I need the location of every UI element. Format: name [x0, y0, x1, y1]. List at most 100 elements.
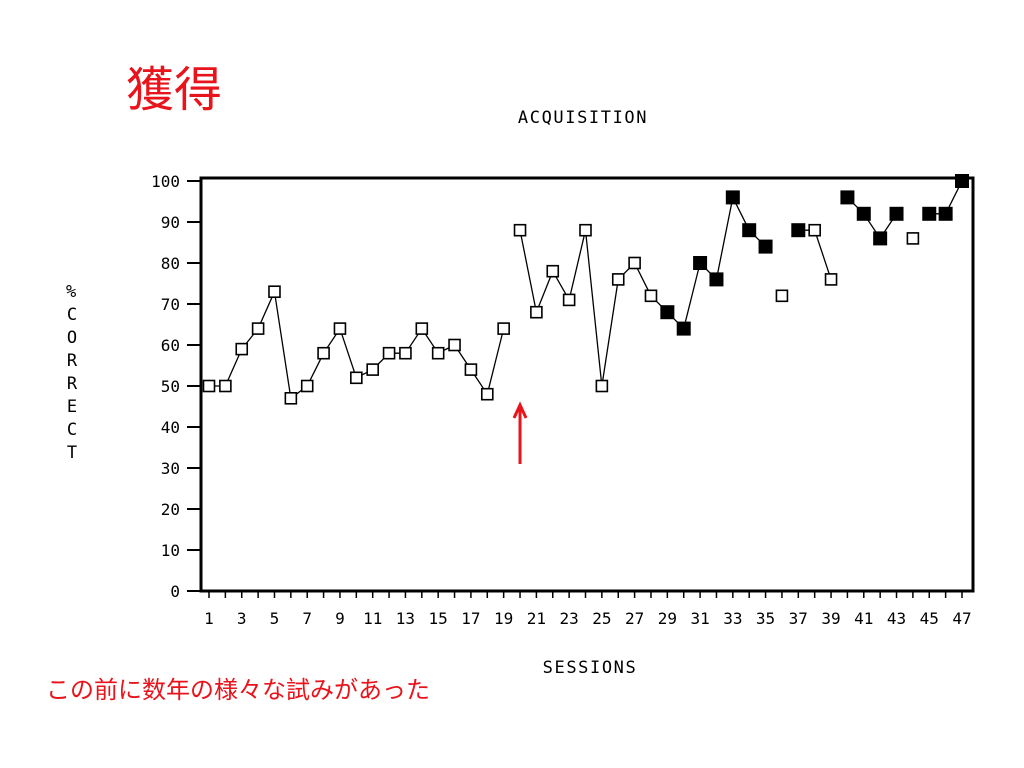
series-line-segment: [568, 230, 587, 301]
series-line-segment: [273, 291, 292, 399]
data-point-filled: [660, 305, 675, 320]
x-tick-label: 37: [789, 609, 808, 628]
y-tick-label: 0: [170, 582, 180, 601]
series-line-segment: [519, 230, 538, 313]
data-point-open: [366, 363, 379, 376]
data-point-filled: [676, 321, 691, 336]
data-point-open: [251, 322, 265, 335]
slide-note: この前に数年の様々な試みがあった: [46, 676, 430, 704]
x-tick-label: 39: [821, 609, 840, 628]
data-point-filled: [922, 206, 937, 221]
data-point-filled: [725, 190, 740, 205]
data-point-open: [464, 363, 478, 376]
data-point-open: [300, 379, 314, 393]
x-tick-label: 15: [429, 609, 448, 628]
data-point-filled: [791, 223, 806, 238]
data-point-open: [202, 379, 216, 393]
y-tick-label: 10: [161, 541, 180, 560]
arrow-annotation: [512, 401, 528, 464]
y-axis: 0 10 20 30 40 50 60 70 80 90 100: [151, 172, 201, 601]
data-point-filled: [693, 256, 708, 270]
data-point-open: [628, 256, 641, 270]
data-point-open: [775, 289, 789, 303]
x-tick-label: 11: [363, 609, 382, 628]
y-tick-label: 20: [161, 500, 180, 519]
chart-title: ACQUISITION: [517, 108, 649, 128]
data-point-open: [235, 342, 249, 356]
y-tick-label: 30: [161, 459, 180, 478]
x-tick-label: 27: [625, 609, 644, 628]
x-tick-label: 19: [494, 609, 513, 628]
arrow-head-icon: [512, 401, 528, 419]
x-tick-label: 25: [592, 609, 611, 628]
data-point-open: [546, 264, 560, 278]
data-point-open: [415, 322, 429, 335]
data-point-open: [530, 305, 543, 319]
data-point-filled: [889, 206, 904, 221]
data-point-open: [333, 322, 347, 335]
x-tick-label: 43: [887, 609, 906, 628]
data-point-open: [350, 371, 363, 385]
x-tick-label: 13: [396, 609, 415, 628]
x-tick-label: 31: [690, 609, 709, 628]
data-point-filled: [758, 239, 773, 254]
data-point-filled: [709, 272, 724, 287]
plot-frame: [199, 176, 975, 593]
series-lines: [209, 180, 963, 399]
y-tick-label: 50: [161, 377, 180, 396]
x-axis-label: SESSIONS: [542, 658, 638, 678]
data-point-open: [431, 346, 445, 360]
x-tick-label: 47: [952, 609, 971, 628]
data-point-filled: [840, 190, 855, 205]
slide-heading: 獲得: [126, 62, 223, 118]
series-line-segment: [486, 328, 505, 395]
x-tick-label: 3: [237, 609, 247, 628]
y-tick-label: 40: [161, 418, 180, 437]
data-point-open: [644, 289, 658, 303]
x-tick-label: 21: [527, 609, 546, 628]
x-tick-label: 41: [854, 609, 873, 628]
x-tick-label: 5: [270, 609, 280, 628]
data-point-filled: [742, 223, 757, 238]
data-point-open: [824, 273, 838, 286]
x-tick-label: 9: [335, 609, 345, 628]
x-tick-label: 23: [559, 609, 578, 628]
x-tick-label: 33: [723, 609, 742, 628]
data-point-open: [382, 346, 396, 360]
series-line-segment: [535, 270, 554, 313]
x-tick-label: 35: [756, 609, 775, 628]
y-tick-label: 90: [161, 213, 180, 232]
x-tick-label: 45: [920, 609, 939, 628]
series-line-segment: [715, 197, 734, 280]
data-point-open: [399, 346, 412, 360]
data-point-open: [268, 285, 281, 299]
data-point-open: [579, 223, 592, 237]
x-tick-label: 17: [461, 609, 480, 628]
data-point-filled: [856, 206, 871, 221]
data-point-open: [595, 379, 609, 393]
series-line-segment: [339, 328, 357, 379]
series-line-segment: [601, 279, 619, 387]
series-line-segment: [683, 262, 701, 329]
data-point-open: [219, 379, 232, 393]
x-tick-label: 29: [658, 609, 677, 628]
data-point-filled: [873, 231, 888, 246]
data-point-open: [317, 346, 330, 360]
data-point-open: [562, 293, 576, 307]
data-point-open: [906, 232, 920, 245]
x-axis: 1 3 5 7 9 11 13 15 17 19 21 23 25 27 29 31 33 35 37 39 41 43 4…: [204, 592, 972, 628]
series-points: [202, 174, 969, 405]
y-axis-label: % CORRECT: [66, 282, 87, 463]
data-point-filled: [938, 206, 953, 221]
data-point-open: [808, 223, 821, 237]
data-point-open: [284, 391, 298, 405]
data-point-open: [480, 387, 494, 401]
data-point-open: [497, 322, 510, 335]
data-point-open: [448, 338, 461, 352]
data-point-open: [611, 273, 625, 286]
series-line-segment: [814, 229, 832, 280]
y-tick-label: 100: [151, 172, 180, 191]
data-point-open: [513, 223, 527, 237]
